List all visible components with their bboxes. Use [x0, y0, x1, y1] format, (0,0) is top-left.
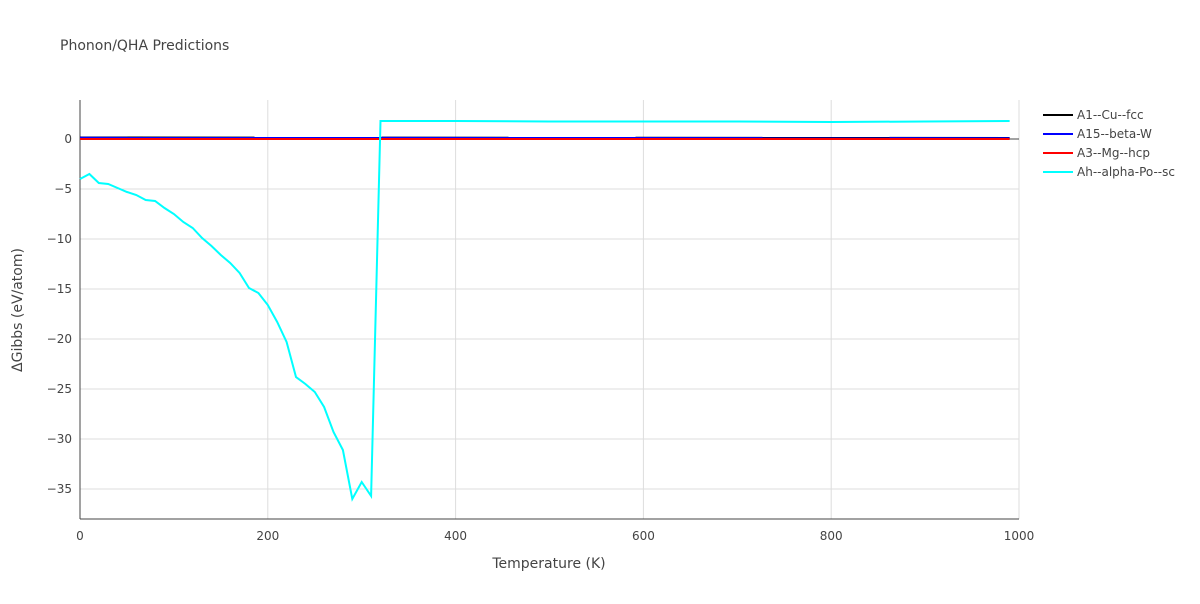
y-tick-label: −5 — [54, 182, 72, 196]
chart-title: Phonon/QHA Predictions — [60, 38, 229, 54]
x-axis-title: Temperature (K) — [491, 556, 605, 572]
x-tick-label: 600 — [632, 529, 655, 543]
x-tick-label: 200 — [256, 529, 279, 543]
legend-label[interactable]: A1--Cu--fcc — [1077, 108, 1144, 122]
y-tick-label: −25 — [47, 382, 72, 396]
y-axis-title: ΔGibbs (eV/atom) — [10, 248, 26, 372]
legend-label[interactable]: A3--Mg--hcp — [1077, 146, 1150, 160]
x-tick-label: 0 — [76, 529, 84, 543]
legend-label[interactable]: A15--beta-W — [1077, 127, 1152, 141]
y-tick-label: −15 — [47, 282, 72, 296]
y-tick-label: −35 — [47, 482, 72, 496]
x-tick-label: 400 — [444, 529, 467, 543]
x-tick-label: 800 — [820, 529, 843, 543]
y-tick-label: 0 — [64, 132, 72, 146]
y-tick-label: −30 — [47, 432, 72, 446]
y-tick-label: −20 — [47, 332, 72, 346]
y-tick-label: −10 — [47, 232, 72, 246]
series-line — [80, 121, 1010, 499]
legend-label[interactable]: Ah--alpha-Po--sc — [1077, 165, 1175, 179]
x-tick-label: 1000 — [1004, 529, 1035, 543]
